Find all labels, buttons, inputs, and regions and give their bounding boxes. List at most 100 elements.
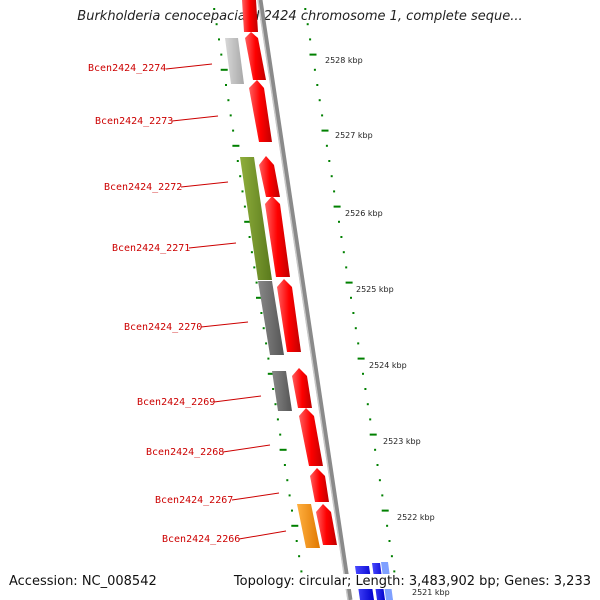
- minor-tick: [316, 84, 319, 86]
- kbp-label: 2523 kbp: [383, 437, 421, 446]
- major-tick: [279, 448, 287, 451]
- minor-tick: [381, 494, 384, 497]
- minor-tick: [388, 540, 391, 542]
- minor-tick: [253, 266, 256, 269]
- gene-label-2274[interactable]: Bcen2424_2274: [88, 63, 166, 74]
- minor-tick: [378, 479, 381, 482]
- minor-tick: [313, 68, 316, 71]
- minor-tick: [342, 251, 345, 254]
- minor-tick: [306, 23, 309, 26]
- minor-tick: [386, 524, 389, 527]
- topology-text: Topology: circular; Length: 3,483,902 bp…: [233, 574, 591, 589]
- minor-tick: [274, 403, 277, 406]
- dark-feature-2269[interactable]: [272, 371, 292, 411]
- major-tick: [267, 372, 275, 375]
- gene-label-2268[interactable]: Bcen2424_2268: [146, 447, 224, 458]
- cds-arrow-2270[interactable]: [277, 279, 301, 352]
- minor-tick: [291, 509, 293, 512]
- minor-tick: [304, 8, 307, 10]
- major-tick: [256, 296, 263, 299]
- minor-tick: [260, 312, 263, 314]
- dark-feature-2270[interactable]: [258, 281, 284, 355]
- kbp-label: 2526 kbp: [345, 209, 383, 218]
- gene-label-2267[interactable]: Bcen2424_2267: [155, 495, 233, 506]
- minor-tick: [239, 175, 242, 178]
- cds-arrow-2269[interactable]: [292, 368, 312, 408]
- leader-line: [171, 115, 219, 122]
- minor-tick: [227, 99, 230, 102]
- major-tick: [232, 144, 240, 147]
- minor-tick: [345, 266, 348, 269]
- minor-tick: [366, 403, 369, 406]
- minor-tick: [390, 555, 393, 558]
- cds-arrow-2268[interactable]: [299, 408, 323, 466]
- gene-label-2270[interactable]: Bcen2424_2270: [124, 322, 202, 333]
- leader-line: [180, 181, 229, 188]
- gray-feature-2274[interactable]: [225, 38, 244, 84]
- minor-tick: [374, 448, 377, 451]
- minor-tick: [321, 114, 324, 117]
- minor-tick: [272, 388, 275, 390]
- minor-tick: [357, 342, 360, 345]
- major-tick: [333, 205, 341, 208]
- minor-tick: [276, 418, 279, 421]
- accession-text: Accession: NC_008542: [9, 574, 157, 589]
- major-tick: [244, 220, 252, 223]
- cds-arrow-2266[interactable]: [316, 504, 337, 545]
- feature-track: [225, 0, 393, 600]
- minor-tick: [298, 555, 301, 558]
- major-tick: [357, 357, 365, 360]
- minor-tick: [283, 464, 286, 466]
- leader-line: [200, 321, 249, 328]
- kbp-label: 2525 kbp: [356, 285, 394, 294]
- orange-feature-2266[interactable]: [297, 504, 320, 548]
- cds-arrow-2274[interactable]: [245, 32, 266, 80]
- minor-tick: [243, 205, 246, 208]
- cds-arrow-2267[interactable]: [310, 468, 329, 502]
- kbp-label: 2522 kbp: [397, 513, 435, 522]
- cds-arrow-2273[interactable]: [249, 80, 272, 142]
- gene-label-2266[interactable]: Bcen2424_2266: [162, 534, 240, 545]
- kbp-scale: 2528 kbp 2527 kbp 2526 kbp 2525 kbp 2524…: [325, 56, 450, 597]
- backbone-line: [257, 0, 353, 600]
- minor-tick: [295, 540, 298, 542]
- minor-tick: [376, 464, 379, 466]
- leader-line: [213, 395, 262, 403]
- minor-tick: [248, 236, 251, 238]
- minor-tick: [225, 84, 227, 86]
- olive-feature-2272[interactable]: [240, 157, 272, 280]
- minor-tick: [241, 190, 244, 193]
- minor-tick: [255, 281, 258, 284]
- kbp-label: 2521 kbp: [412, 588, 450, 597]
- minor-tick: [338, 220, 340, 223]
- cds-arrow-2272[interactable]: [259, 156, 280, 197]
- cds-arrow[interactable]: [242, 0, 258, 32]
- cds-arrow-2271[interactable]: [265, 196, 290, 277]
- map-title: Burkholderia cenocepacia HI2424 chromoso…: [77, 9, 523, 24]
- gene-labels: Bcen2424_2274 Bcen2424_2273 Bcen2424_227…: [88, 63, 287, 545]
- leader-line: [165, 63, 213, 70]
- kbp-label: 2528 kbp: [325, 56, 363, 65]
- minor-tick: [333, 190, 336, 193]
- minor-tick: [393, 570, 396, 573]
- gene-label-2272[interactable]: Bcen2424_2272: [104, 182, 182, 193]
- gene-label-2273[interactable]: Bcen2424_2273: [95, 116, 173, 127]
- minor-tick: [369, 418, 372, 421]
- minor-tick: [340, 236, 343, 238]
- leader-line: [188, 242, 237, 249]
- leader-line: [238, 530, 287, 540]
- minor-tick: [364, 388, 367, 390]
- minor-tick: [354, 327, 357, 330]
- minor-tick: [328, 160, 331, 162]
- minor-tick: [288, 494, 291, 497]
- kbp-label: 2527 kbp: [335, 131, 373, 140]
- backbone-highlight: [257, 0, 349, 600]
- kbp-label: 2524 kbp: [369, 361, 407, 370]
- minor-tick: [350, 296, 352, 299]
- minor-tick: [309, 38, 312, 41]
- minor-tick: [218, 38, 220, 41]
- minor-tick: [300, 570, 303, 573]
- minor-tick: [220, 53, 223, 56]
- gene-label-2271[interactable]: Bcen2424_2271: [112, 243, 190, 254]
- gene-label-2269[interactable]: Bcen2424_2269: [137, 397, 215, 408]
